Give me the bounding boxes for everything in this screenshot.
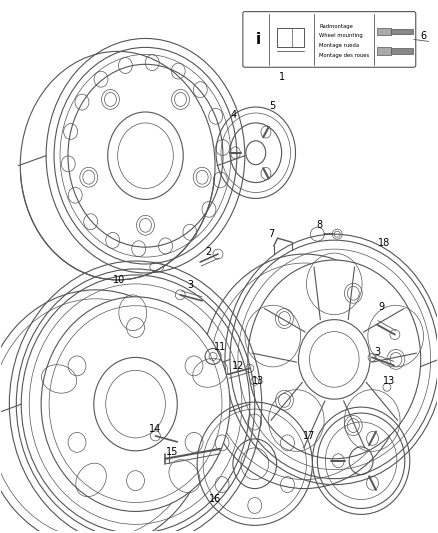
Text: 17: 17 (303, 431, 316, 441)
Text: 3: 3 (374, 348, 380, 358)
Ellipse shape (248, 260, 421, 459)
Bar (391, 49, 413, 54)
Text: 16: 16 (209, 494, 221, 504)
Text: Radmontage: Radmontage (319, 23, 353, 29)
Text: 2: 2 (205, 247, 211, 257)
Text: 14: 14 (149, 424, 162, 434)
Text: Montage des roues: Montage des roues (319, 53, 370, 58)
Text: 11: 11 (214, 343, 226, 352)
Text: 10: 10 (113, 275, 125, 285)
Bar (391, 29, 413, 35)
Text: Montage rueda: Montage rueda (319, 43, 360, 49)
Bar (377, 28, 391, 36)
Ellipse shape (202, 254, 407, 489)
Ellipse shape (0, 290, 210, 533)
Text: 13: 13 (383, 376, 395, 386)
Bar (377, 47, 391, 55)
Text: 13: 13 (251, 376, 264, 386)
Text: 8: 8 (316, 220, 322, 230)
Bar (277, 28, 304, 47)
Text: 15: 15 (166, 447, 179, 457)
Text: 4: 4 (231, 110, 237, 120)
Text: 18: 18 (378, 238, 390, 248)
Text: i: i (256, 32, 261, 47)
FancyBboxPatch shape (243, 12, 416, 67)
Text: 12: 12 (232, 361, 244, 372)
Text: 3: 3 (187, 280, 193, 290)
Text: 1: 1 (279, 72, 285, 82)
Text: 5: 5 (269, 101, 276, 111)
Text: Wheel mounting: Wheel mounting (319, 34, 363, 38)
Text: 9: 9 (378, 302, 384, 312)
Text: 7: 7 (268, 229, 275, 239)
Text: 6: 6 (420, 31, 427, 42)
Ellipse shape (41, 297, 230, 512)
